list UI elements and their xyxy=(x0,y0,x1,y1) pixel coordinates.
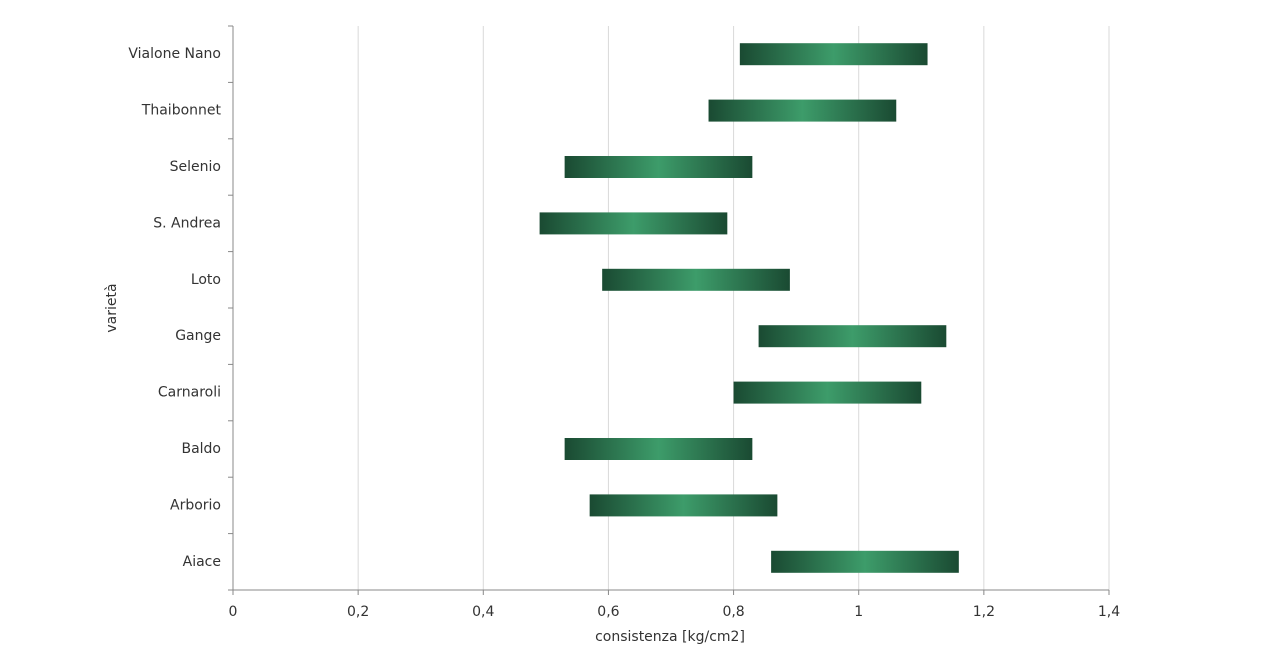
y-tick-label: Carnaroli xyxy=(158,385,221,401)
y-tick-label: Aiace xyxy=(183,554,221,570)
x-tick-label: 0,6 xyxy=(597,604,619,620)
bar xyxy=(589,494,778,517)
x-axis-label: consistenza [kg/cm2] xyxy=(595,629,745,645)
bar xyxy=(564,438,753,460)
x-tick-label: 0,4 xyxy=(472,604,494,620)
y-tick-label: Gange xyxy=(175,328,221,344)
bar xyxy=(758,325,947,348)
bar xyxy=(708,99,897,122)
bar xyxy=(602,268,790,291)
y-tick-label: Baldo xyxy=(181,441,221,457)
y-tick-label: Arborio xyxy=(170,497,221,513)
y-axis-label: varietà xyxy=(104,283,120,332)
x-tick-label: 1,2 xyxy=(973,604,995,620)
y-tick-label: S. Andrea xyxy=(153,215,221,231)
bar xyxy=(739,43,928,66)
x-tick-label: 0,8 xyxy=(722,604,744,620)
y-tick-label: Vialone Nano xyxy=(128,46,221,62)
y-tick-label: Thaibonnet xyxy=(141,103,222,119)
bar xyxy=(539,212,728,235)
y-tick-label: Selenio xyxy=(170,159,221,175)
x-tick-label: 0,2 xyxy=(347,604,369,620)
bar xyxy=(564,156,753,178)
bar xyxy=(771,550,959,573)
y-tick-label: Loto xyxy=(191,272,221,288)
x-tick-label: 1,4 xyxy=(1098,604,1120,620)
bar xyxy=(733,381,922,404)
x-tick-label: 1 xyxy=(854,604,863,620)
x-tick-label: 0 xyxy=(229,604,238,620)
